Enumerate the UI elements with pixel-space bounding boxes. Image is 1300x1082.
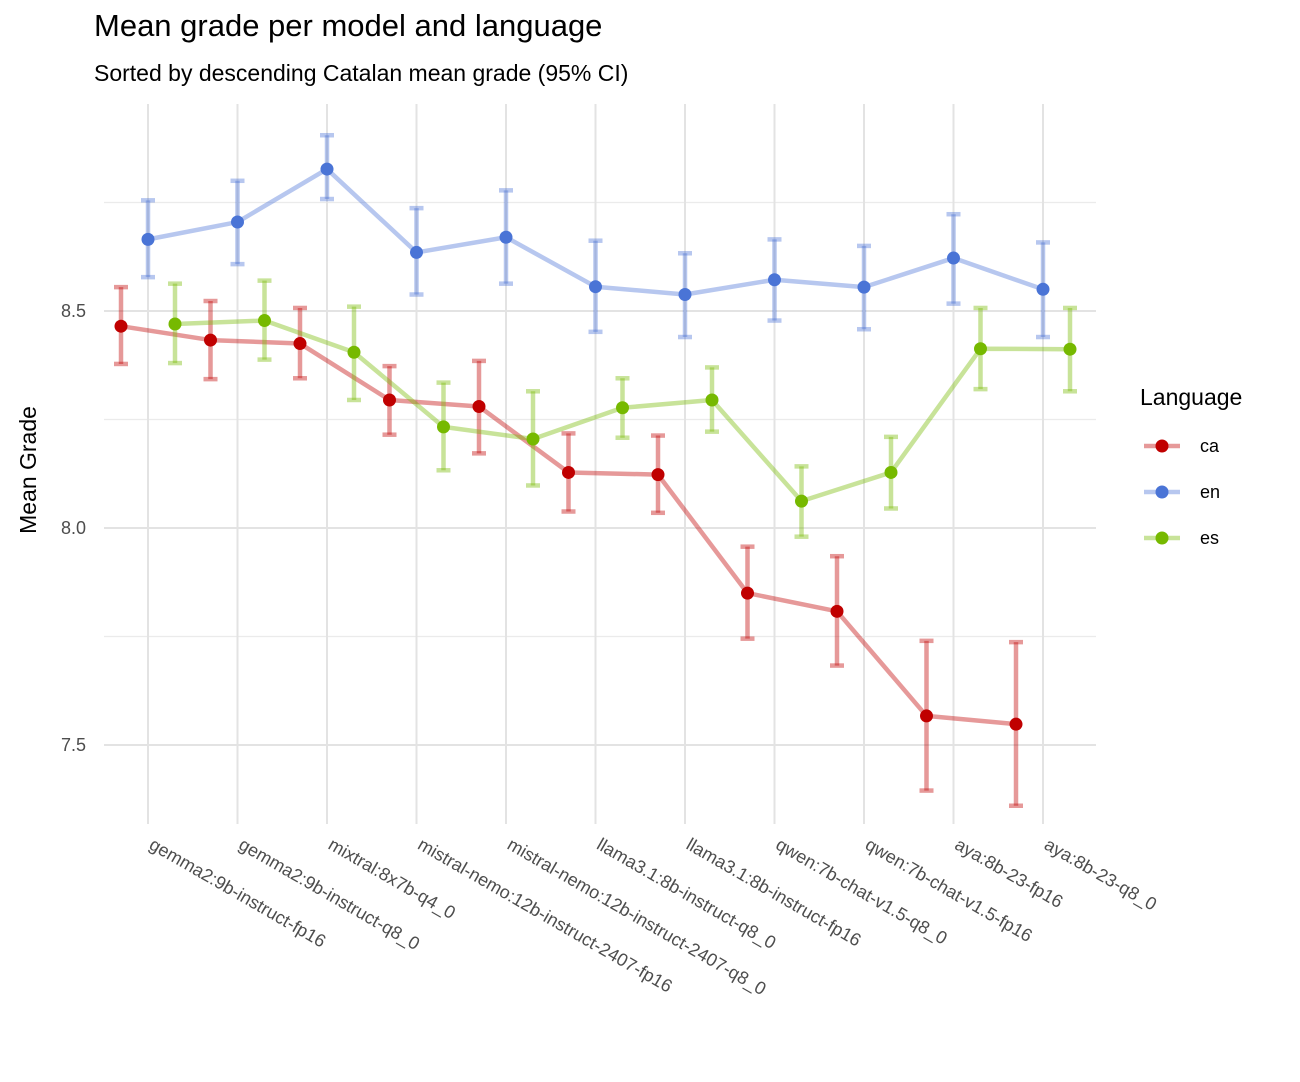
- legend-item-es: es: [1144, 528, 1219, 548]
- y-axis: 7.5 8.0 8.5: [61, 301, 86, 755]
- data-point-en: [1036, 282, 1050, 296]
- data-point-ca: [204, 333, 217, 347]
- legend-item-en: en: [1144, 482, 1220, 502]
- data-point-ca: [383, 393, 396, 407]
- y-axis-title: Mean Grade: [15, 406, 41, 534]
- series-layer: [114, 132, 1077, 809]
- chart-title: Mean grade per model and language: [94, 8, 603, 43]
- data-point-ca: [562, 465, 575, 479]
- data-point-ca: [920, 709, 933, 723]
- data-point-es: [884, 465, 898, 479]
- y-tick-label: 8.0: [61, 518, 86, 538]
- legend: Language ca en es: [1140, 384, 1242, 548]
- data-point-es: [168, 317, 182, 331]
- data-point-ca: [830, 604, 844, 618]
- data-point-en: [857, 280, 871, 294]
- data-point-es: [437, 420, 450, 434]
- legend-label: ca: [1200, 436, 1220, 456]
- x-axis: gemma2:9b-instruct-fp16gemma2:9b-instruc…: [146, 834, 1160, 1000]
- series-en: [141, 132, 1050, 340]
- data-point-es: [974, 342, 987, 356]
- data-point-es: [258, 314, 271, 328]
- y-tick-label: 8.5: [61, 301, 86, 321]
- data-point-ca: [293, 337, 307, 351]
- series-es: [168, 278, 1077, 539]
- data-point-en: [231, 215, 244, 229]
- legend-key-point: [1155, 485, 1169, 499]
- gridlines: [104, 104, 1096, 824]
- legend-key-point: [1155, 439, 1169, 453]
- series-line-ca: [120, 323, 1017, 727]
- data-point-ca: [472, 399, 486, 413]
- legend-item-ca: ca: [1144, 436, 1220, 456]
- data-point-ca: [741, 586, 754, 600]
- data-point-en: [678, 288, 692, 302]
- legend-label: en: [1200, 482, 1220, 502]
- data-point-es: [705, 393, 719, 407]
- legend-title: Language: [1140, 384, 1242, 410]
- series-ca: [114, 284, 1023, 809]
- data-point-en: [141, 232, 155, 246]
- data-point-es: [526, 432, 540, 446]
- data-point-ca: [1009, 717, 1023, 731]
- data-point-en: [768, 273, 781, 287]
- data-point-en: [589, 280, 602, 294]
- data-point-en: [410, 245, 423, 259]
- data-point-es: [616, 401, 629, 415]
- legend-label: es: [1200, 528, 1219, 548]
- legend-key-point: [1155, 531, 1169, 545]
- y-tick-label: 7.5: [61, 735, 86, 755]
- data-point-es: [795, 494, 808, 508]
- data-point-en: [947, 251, 960, 265]
- data-point-ca: [114, 319, 128, 333]
- data-point-es: [347, 345, 361, 359]
- data-point-en: [499, 230, 513, 244]
- data-point-en: [320, 162, 334, 176]
- data-point-ca: [651, 468, 665, 482]
- data-point-es: [1063, 342, 1077, 356]
- chart-subtitle: Sorted by descending Catalan mean grade …: [94, 60, 629, 86]
